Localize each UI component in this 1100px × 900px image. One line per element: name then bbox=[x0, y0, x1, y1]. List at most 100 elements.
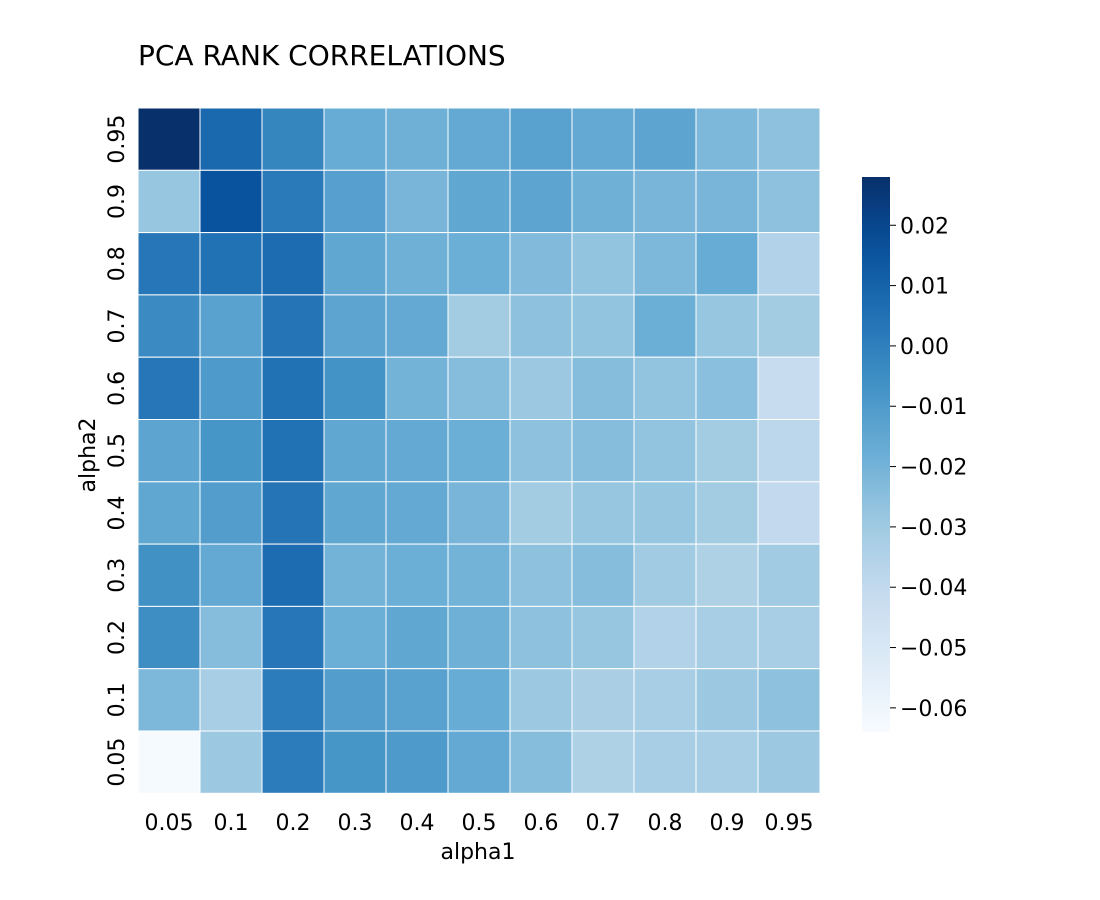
y-tick-label: 0.1 bbox=[105, 682, 130, 717]
heatmap-cell bbox=[633, 605, 697, 670]
colorbar bbox=[862, 177, 890, 732]
heatmap-cell bbox=[385, 232, 449, 296]
heatmap-cell bbox=[323, 356, 387, 421]
heatmap-cell bbox=[385, 730, 449, 794]
heatmap-cell bbox=[323, 169, 387, 234]
heatmap-cell bbox=[323, 668, 387, 732]
heatmap-cell bbox=[199, 419, 263, 483]
heatmap-cell bbox=[695, 605, 759, 670]
x-tick-label: 0.3 bbox=[338, 811, 373, 836]
heatmap-cell bbox=[695, 107, 759, 171]
colorbar-tick-label: −0.03 bbox=[900, 516, 967, 541]
heatmap-cell bbox=[323, 294, 387, 358]
heatmap-cell bbox=[509, 543, 573, 607]
heatmap-cell bbox=[261, 169, 325, 234]
heatmap-cell bbox=[447, 107, 511, 171]
heatmap-cell bbox=[757, 232, 821, 296]
heatmap-cell bbox=[261, 730, 325, 794]
heatmap-cell bbox=[199, 107, 263, 171]
heatmap-cell bbox=[757, 730, 821, 794]
heatmap-cell bbox=[199, 232, 263, 296]
heatmap-cell bbox=[261, 232, 325, 296]
heatmap-cell bbox=[633, 730, 697, 794]
heatmap-cell bbox=[137, 730, 201, 794]
heatmap-cell bbox=[199, 668, 263, 732]
heatmap-cell bbox=[695, 232, 759, 296]
heatmap-cell bbox=[633, 481, 697, 545]
heatmap-cell bbox=[695, 543, 759, 607]
colorbar-tick-label: 0.00 bbox=[900, 335, 949, 360]
heatmap-cell bbox=[199, 730, 263, 794]
x-tick-label: 0.5 bbox=[462, 811, 497, 836]
y-tick-label: 0.9 bbox=[105, 184, 130, 219]
heatmap-cell bbox=[757, 169, 821, 234]
heatmap-cell bbox=[261, 419, 325, 483]
heatmap-cell bbox=[385, 356, 449, 421]
heatmap-cell bbox=[509, 605, 573, 670]
y-tick-label: 0.8 bbox=[105, 246, 130, 281]
y-tick-label: 0.5 bbox=[105, 433, 130, 468]
heatmap-cell bbox=[261, 107, 325, 171]
heatmap-cell bbox=[323, 543, 387, 607]
heatmap-cell bbox=[447, 481, 511, 545]
heatmap-cell bbox=[447, 356, 511, 421]
chart-title: PCA RANK CORRELATIONS bbox=[138, 39, 506, 72]
heatmap-cell bbox=[447, 294, 511, 358]
heatmap-cell bbox=[385, 668, 449, 732]
heatmap-cell bbox=[571, 419, 635, 483]
heatmap-cell bbox=[261, 294, 325, 358]
heatmap-cell bbox=[509, 169, 573, 234]
heatmap-cell bbox=[633, 169, 697, 234]
heatmap-cell bbox=[323, 419, 387, 483]
heatmap-cell bbox=[199, 356, 263, 421]
y-tick-label: 0.3 bbox=[105, 558, 130, 593]
colorbar-tick-label: −0.01 bbox=[900, 395, 967, 420]
heatmap-cell bbox=[509, 481, 573, 545]
heatmap-cell bbox=[323, 730, 387, 794]
x-tick-label: 0.05 bbox=[145, 811, 194, 836]
y-tick-label: 0.95 bbox=[105, 115, 130, 164]
heatmap-cell bbox=[447, 605, 511, 670]
colorbar-tick-label: 0.01 bbox=[900, 275, 949, 300]
heatmap-cell bbox=[137, 543, 201, 607]
heatmap-cell bbox=[757, 481, 821, 545]
heatmap-cell bbox=[633, 668, 697, 732]
heatmap-cell bbox=[695, 169, 759, 234]
y-tick-label: 0.7 bbox=[105, 309, 130, 344]
heatmap-cell bbox=[757, 419, 821, 483]
heatmap-cell bbox=[137, 668, 201, 732]
x-axis-title: alpha1 bbox=[441, 840, 516, 865]
x-tick-label: 0.95 bbox=[765, 811, 814, 836]
heatmap-cell bbox=[571, 232, 635, 296]
x-tick-labels: 0.05 0.1 0.2 0.3 0.4 0.5 0.6 0.7 0.8 0.9 0.95 bbox=[145, 811, 814, 836]
y-tick-labels: 0.95 0.9 0.8 0.7 0.6 0.5 0.4 0.3 0.2 0.1 0.05 bbox=[105, 115, 130, 787]
heatmap-cell bbox=[509, 294, 573, 358]
heatmap-cell bbox=[447, 730, 511, 794]
heatmap-cell bbox=[571, 169, 635, 234]
x-tick-label: 0.6 bbox=[524, 811, 559, 836]
heatmap-cell bbox=[509, 668, 573, 732]
y-axis-title: alpha2 bbox=[76, 418, 101, 493]
heatmap-cell bbox=[323, 232, 387, 296]
heatmap-cell bbox=[633, 107, 697, 171]
y-tick-label: 0.6 bbox=[105, 371, 130, 406]
heatmap-cell bbox=[199, 169, 263, 234]
heatmap-cell bbox=[385, 294, 449, 358]
heatmap-cell bbox=[385, 419, 449, 483]
y-tick-label: 0.4 bbox=[105, 495, 130, 530]
y-tick-label: 0.2 bbox=[105, 620, 130, 655]
heatmap-cell bbox=[447, 169, 511, 234]
heatmap-cell bbox=[199, 294, 263, 358]
colorbar-tick-label: −0.05 bbox=[900, 637, 967, 662]
heatmap-cells bbox=[137, 107, 821, 794]
heatmap-cell bbox=[261, 668, 325, 732]
heatmap-cell bbox=[509, 107, 573, 171]
heatmap-cell bbox=[137, 107, 201, 171]
x-tick-label: 0.8 bbox=[648, 811, 683, 836]
heatmap-cell bbox=[757, 543, 821, 607]
heatmap-cell bbox=[633, 419, 697, 483]
heatmap-cell bbox=[137, 294, 201, 358]
heatmap-cell bbox=[509, 232, 573, 296]
heatmap-cell bbox=[261, 356, 325, 421]
heatmap-cell bbox=[633, 232, 697, 296]
